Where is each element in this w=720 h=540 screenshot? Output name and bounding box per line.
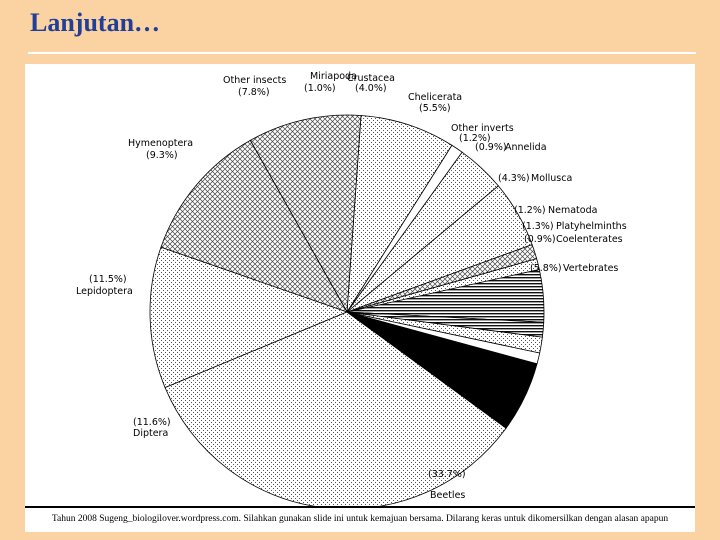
label-coelenterates-name: Coelenterates	[556, 234, 623, 245]
label-other-insects-name: Other insects	[223, 75, 286, 86]
label-mollusca-name: Mollusca	[531, 173, 572, 184]
pie-slice-other-insects	[346, 115, 453, 313]
label-diptera-pct: (11.6%)	[133, 417, 171, 428]
label-beetles-pct: (33.7%)	[428, 469, 466, 480]
label-platyhelminths-pct: (1.3%)	[522, 221, 554, 232]
label-lepidoptera-name: Lepidoptera	[76, 286, 133, 297]
label-other-inverts-pct: (1.2%)	[459, 133, 491, 144]
label-diptera-name: Diptera	[133, 428, 168, 439]
pie-slice-diptera	[149, 246, 349, 389]
label-mollusca-pct: (4.3%)	[498, 173, 530, 184]
label-chelicerata-name: Chelicerata	[408, 92, 462, 103]
label-hymenoptera-name: Hymenoptera	[128, 138, 193, 149]
label-crustacea-name: Crustacea	[347, 73, 395, 84]
label-annelida-pct: (0.9%)	[475, 142, 507, 153]
pie-slice-nematoda	[346, 311, 545, 338]
footer-copyright: Tahun 2008 Sugeng_biologilover.wordpress…	[25, 506, 695, 532]
label-vertebrates-pct: (5.8%)	[530, 263, 562, 274]
label-lepidoptera-pct: (11.5%)	[89, 274, 127, 285]
label-vertebrates-name: Vertebrates	[563, 263, 618, 274]
pie-chart: Other insects (7.8%) Miriapoda (1.0%) Cr…	[76, 71, 627, 506]
label-miriapoda-pct: (1.0%)	[304, 83, 336, 94]
label-nematoda-name: Nematoda	[548, 205, 597, 216]
pie-slice-hymenoptera	[249, 114, 362, 314]
label-crustacea-pct: (4.0%)	[355, 83, 387, 94]
label-hymenoptera-pct: (9.3%)	[146, 150, 178, 161]
title-divider	[28, 52, 696, 54]
slice-labels: Other insects (7.8%) Miriapoda (1.0%) Cr…	[76, 71, 627, 501]
page-title: Lanjutan…	[30, 8, 161, 37]
label-miriapoda-name: Miriapoda	[310, 71, 357, 82]
label-other-insects-pct: (7.8%)	[238, 87, 270, 98]
pie-slice-lepidoptera	[160, 139, 348, 313]
chart-panel: Other insects (7.8%) Miriapoda (1.0%) Cr…	[25, 64, 695, 506]
label-beetles-name: Beetles	[430, 490, 465, 501]
pie-slices	[149, 114, 545, 506]
label-nematoda-pct: (1.2%)	[514, 205, 546, 216]
label-other-inverts-name: Other inverts	[451, 123, 514, 134]
pie-slice-beetles	[164, 311, 507, 506]
label-annelida-name: Annelida	[505, 142, 547, 153]
label-chelicerata-pct: (5.5%)	[419, 103, 451, 114]
label-platyhelminths-name: Platyhelminths	[556, 221, 627, 232]
label-coelenterates-pct: (0.9%)	[524, 234, 556, 245]
